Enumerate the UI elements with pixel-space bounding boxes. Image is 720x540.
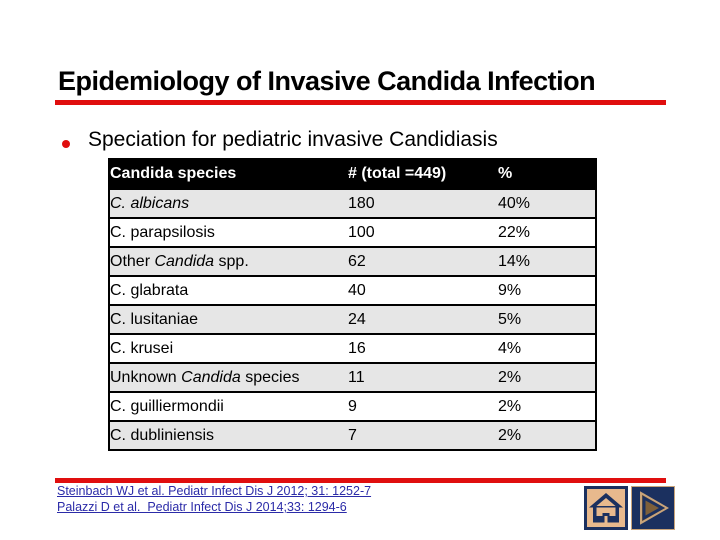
table-row: C. guilliermondii 9 2% — [109, 391, 596, 422]
count-cell: 11 — [348, 362, 498, 393]
species-cell: C. krusei — [109, 333, 348, 364]
forward-button[interactable] — [631, 486, 675, 530]
citation-link-palazzi[interactable]: Palazzi D et al. Pediatr Infect Dis J 20… — [57, 500, 347, 514]
title-underline-rule — [55, 100, 666, 105]
table-row: Other Candida spp. 62 14% — [109, 246, 596, 277]
slide-title: Epidemiology of Invasive Candida Infecti… — [58, 66, 596, 96]
table-row: C. lusitaniae 24 5% — [109, 304, 596, 335]
percent-cell: 9% — [498, 275, 596, 306]
count-cell: 7 — [348, 420, 498, 451]
species-cell: C. guilliermondii — [109, 391, 348, 422]
table-row: C. krusei 16 4% — [109, 333, 596, 364]
table-row: C. albicans 180 40% — [109, 188, 596, 219]
species-cell: C. dubliniensis — [109, 420, 348, 451]
count-cell: 40 — [348, 275, 498, 306]
percent-cell: 2% — [498, 362, 596, 393]
species-cell: C. lusitaniae — [109, 304, 348, 335]
count-cell: 100 — [348, 217, 498, 248]
percent-cell: 14% — [498, 246, 596, 277]
percent-cell: 2% — [498, 391, 596, 422]
percent-cell: 22% — [498, 217, 596, 248]
table-row: Unknown Candida species 11 2% — [109, 362, 596, 393]
count-cell: 16 — [348, 333, 498, 364]
citation-link-steinbach[interactable]: Steinbach WJ et al. Pediatr Infect Dis J… — [57, 484, 372, 498]
candida-species-table: Candida species # (total =449) % C. albi… — [108, 158, 597, 451]
species-cell: Other Candida spp. — [109, 246, 348, 277]
count-cell: 62 — [348, 246, 498, 277]
bullet-text: Speciation for pediatric invasive Candid… — [88, 128, 498, 151]
species-cell: C. parapsilosis — [109, 217, 348, 248]
footer-rule — [55, 478, 666, 483]
percent-cell: 2% — [498, 420, 596, 451]
count-cell: 180 — [348, 188, 498, 219]
header-percent: % — [498, 158, 596, 190]
species-cell: C. glabrata — [109, 275, 348, 306]
home-icon — [584, 486, 628, 530]
percent-cell: 4% — [498, 333, 596, 364]
citations: Steinbach WJ et al. Pediatr Infect Dis J… — [57, 483, 371, 515]
count-cell: 9 — [348, 391, 498, 422]
bullet-marker — [62, 140, 70, 148]
percent-cell: 5% — [498, 304, 596, 335]
home-button[interactable] — [584, 486, 628, 530]
table-row: C. dubliniensis 7 2% — [109, 420, 596, 451]
header-species: Candida species — [109, 158, 348, 190]
species-cell: Unknown Candida species — [109, 362, 348, 393]
table-header-row: Candida species # (total =449) % — [109, 158, 596, 190]
forward-arrow-icon — [631, 486, 675, 530]
percent-cell: 40% — [498, 188, 596, 219]
table-row: C. parapsilosis 100 22% — [109, 217, 596, 248]
species-cell: C. albicans — [109, 188, 348, 219]
count-cell: 24 — [348, 304, 498, 335]
table-row: C. glabrata 40 9% — [109, 275, 596, 306]
header-count: # (total =449) — [348, 158, 498, 190]
